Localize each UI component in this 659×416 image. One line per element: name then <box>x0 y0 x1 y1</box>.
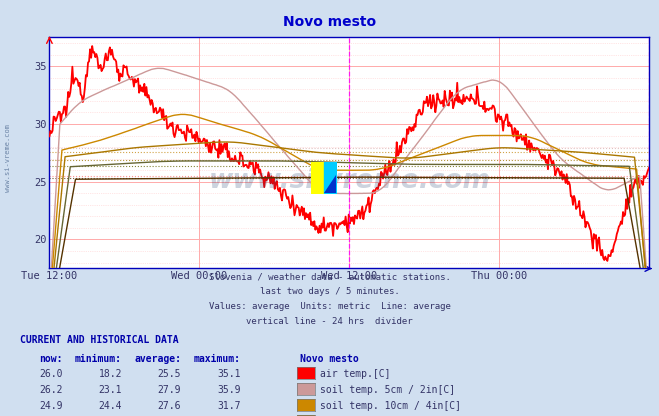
Text: 26.2: 26.2 <box>39 385 63 395</box>
Text: CURRENT AND HISTORICAL DATA: CURRENT AND HISTORICAL DATA <box>20 335 179 345</box>
Text: 23.1: 23.1 <box>98 385 122 395</box>
Text: soil temp. 10cm / 4in[C]: soil temp. 10cm / 4in[C] <box>320 401 461 411</box>
Text: minimum:: minimum: <box>75 354 122 364</box>
Text: vertical line - 24 hrs  divider: vertical line - 24 hrs divider <box>246 317 413 327</box>
Text: www.si-vreme.com: www.si-vreme.com <box>5 124 11 192</box>
Text: 35.1: 35.1 <box>217 369 241 379</box>
Text: Values: average  Units: metric  Line: average: Values: average Units: metric Line: aver… <box>208 302 451 312</box>
Text: maximum:: maximum: <box>194 354 241 364</box>
Text: soil temp. 5cm / 2in[C]: soil temp. 5cm / 2in[C] <box>320 385 455 395</box>
Text: 25.5: 25.5 <box>158 369 181 379</box>
Text: 35.9: 35.9 <box>217 385 241 395</box>
Text: now:: now: <box>39 354 63 364</box>
Text: air temp.[C]: air temp.[C] <box>320 369 390 379</box>
Polygon shape <box>324 175 336 193</box>
Text: 31.7: 31.7 <box>217 401 241 411</box>
Text: 26.0: 26.0 <box>39 369 63 379</box>
Text: www.si-vreme.com: www.si-vreme.com <box>208 168 490 193</box>
Text: Novo mesto: Novo mesto <box>283 15 376 29</box>
Text: average:: average: <box>134 354 181 364</box>
Text: last two days / 5 minutes.: last two days / 5 minutes. <box>260 287 399 297</box>
Text: 24.4: 24.4 <box>98 401 122 411</box>
Text: 18.2: 18.2 <box>98 369 122 379</box>
Text: 27.9: 27.9 <box>158 385 181 395</box>
Text: Novo mesto: Novo mesto <box>300 354 358 364</box>
Text: 24.9: 24.9 <box>39 401 63 411</box>
Text: 27.6: 27.6 <box>158 401 181 411</box>
Text: Slovenia / weather data - automatic stations.: Slovenia / weather data - automatic stat… <box>208 272 451 282</box>
